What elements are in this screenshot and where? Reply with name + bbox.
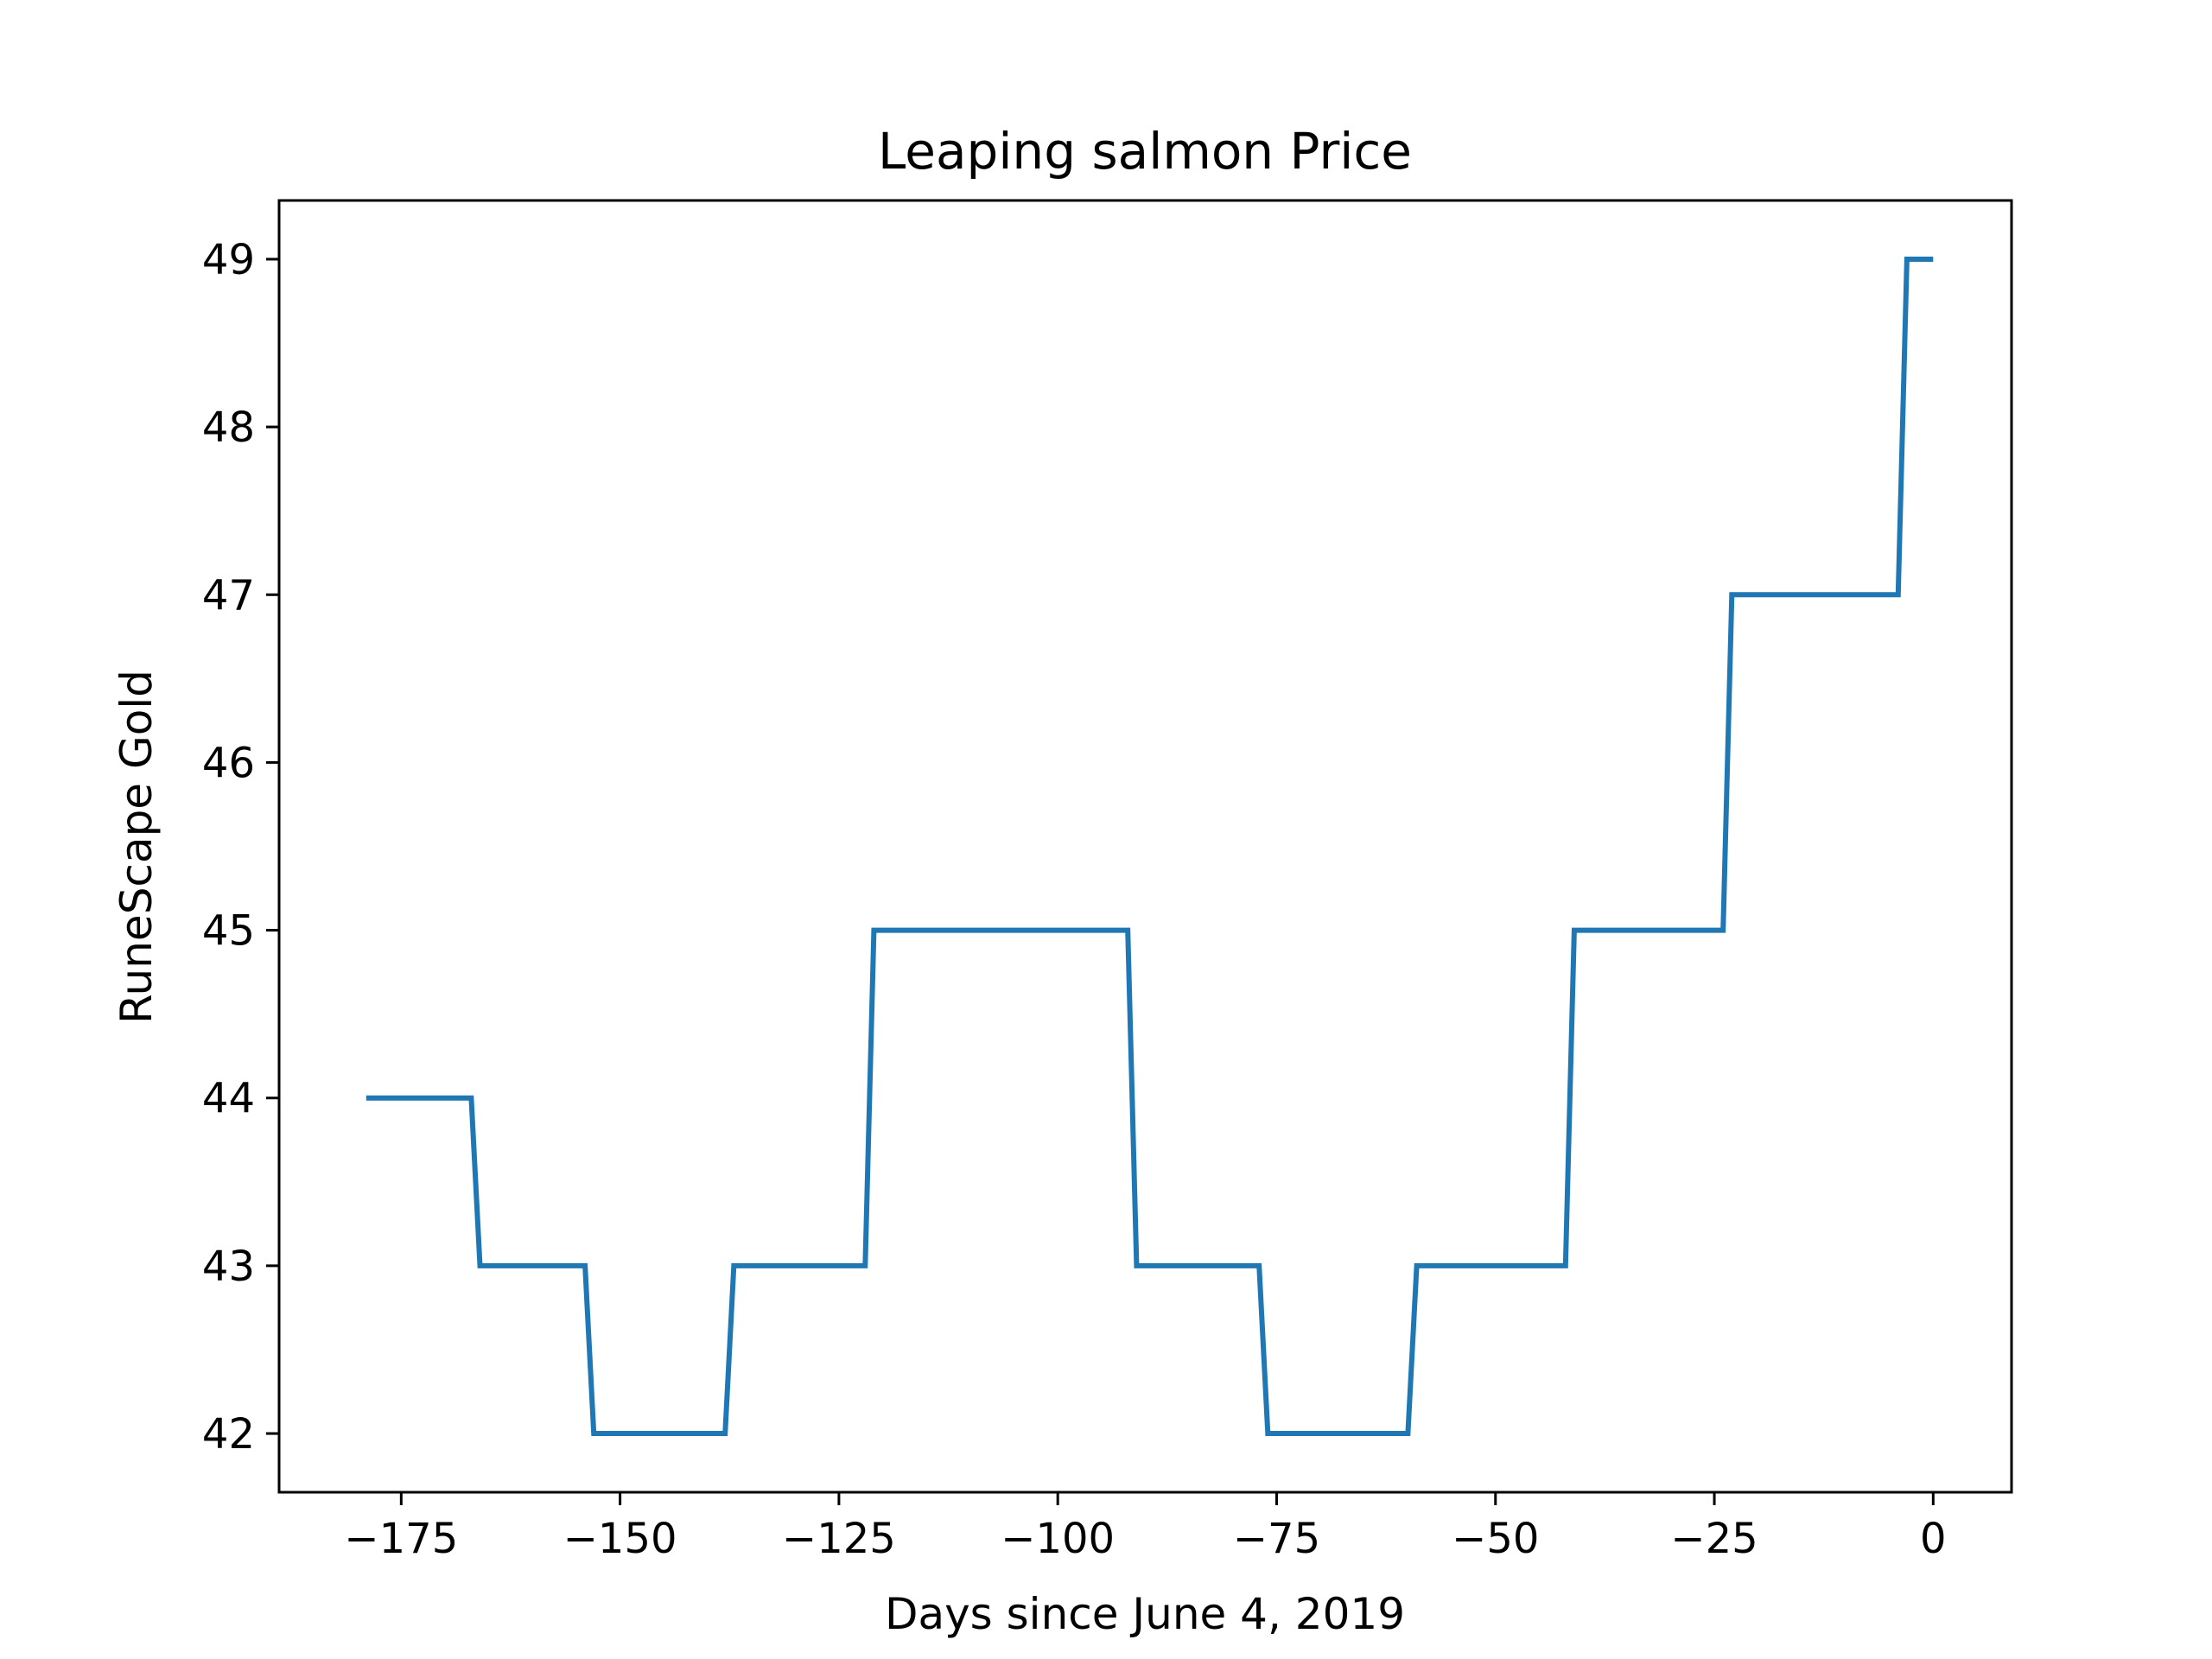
x-tick-label: 0 bbox=[1920, 1515, 1947, 1563]
x-axis-ticks: −175 −150 −125 −100 −75 −50 −25 0 bbox=[344, 1492, 1947, 1563]
y-axis-label: RuneScape Gold bbox=[111, 670, 162, 1024]
chart-title: Leaping salmon Price bbox=[878, 122, 1412, 181]
y-tick-label: 45 bbox=[202, 907, 255, 956]
x-tick-label: −150 bbox=[563, 1515, 677, 1563]
y-tick-label: 49 bbox=[202, 236, 255, 284]
x-tick-label: −25 bbox=[1670, 1515, 1758, 1563]
x-axis-label: Days since June 4, 2019 bbox=[885, 1589, 1405, 1639]
plot-frame bbox=[277, 199, 2013, 1494]
x-tick-label: −50 bbox=[1452, 1515, 1539, 1563]
y-axis-ticks: 42 43 44 45 46 47 48 49 bbox=[202, 236, 279, 1459]
x-tick-label: −125 bbox=[782, 1515, 896, 1563]
x-tick-label: −100 bbox=[1001, 1515, 1115, 1563]
x-tick-label: −75 bbox=[1233, 1515, 1320, 1563]
y-tick-label: 46 bbox=[202, 739, 255, 787]
y-tick-label: 44 bbox=[202, 1075, 255, 1123]
y-tick-label: 47 bbox=[202, 571, 255, 620]
y-tick-label: 48 bbox=[202, 404, 255, 452]
y-tick-label: 42 bbox=[202, 1410, 255, 1459]
x-tick-label: −175 bbox=[344, 1515, 458, 1563]
price-series-line bbox=[365, 257, 1934, 1436]
y-tick-label: 43 bbox=[202, 1243, 255, 1291]
